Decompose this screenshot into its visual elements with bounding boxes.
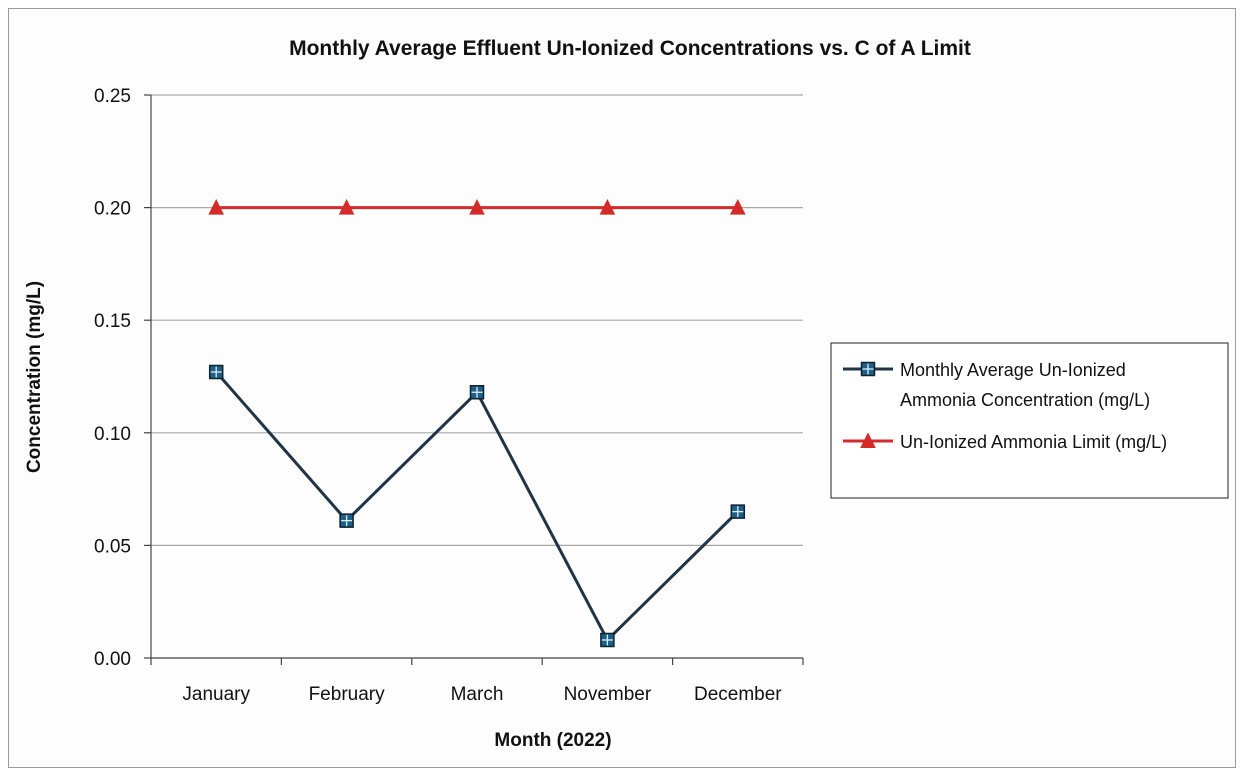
legend-label: Un-Ionized Ammonia Limit (mg/L) bbox=[900, 432, 1167, 452]
x-axis-ticks: January February March November December bbox=[150, 658, 804, 705]
legend-box bbox=[830, 342, 1229, 499]
x-tick-label: November bbox=[564, 684, 652, 705]
chart-title: Monthly Average Effluent Un-Ionized Conc… bbox=[289, 37, 971, 60]
x-axis-title: Month (2022) bbox=[494, 730, 611, 751]
x-tick-label: January bbox=[182, 684, 250, 705]
x-tick-label: February bbox=[309, 684, 386, 705]
y-tick-label: 0.20 bbox=[94, 199, 131, 220]
legend-item-1: Un-Ionized Ammonia Limit (mg/L) bbox=[843, 432, 1167, 452]
x-tick-label: March bbox=[451, 684, 504, 705]
data-series bbox=[208, 198, 746, 648]
legend-swatch-marker bbox=[860, 432, 876, 448]
series-1 bbox=[208, 198, 746, 215]
y-axis-ticks: 0.00 0.05 0.10 0.15 0.20 0.25 bbox=[94, 86, 151, 670]
data-point-1-3 bbox=[599, 198, 616, 215]
y-tick-label: 0.15 bbox=[94, 311, 131, 332]
y-tick-label: 0.10 bbox=[94, 424, 131, 445]
y-tick-label: 0.00 bbox=[94, 649, 131, 670]
legend: Monthly Average Un-Ionized Ammonia Concen… bbox=[830, 342, 1229, 499]
y-axis-title: Concentration (mg/L) bbox=[24, 281, 45, 473]
y-tick-label: 0.25 bbox=[94, 86, 131, 107]
data-point-1-0 bbox=[208, 198, 225, 215]
series-line-0 bbox=[215, 371, 739, 642]
legend-label: Ammonia Concentration (mg/L) bbox=[900, 390, 1150, 410]
x-tick-label: December bbox=[694, 684, 782, 705]
data-point-1-1 bbox=[338, 198, 355, 215]
series-0 bbox=[208, 364, 746, 648]
axes bbox=[150, 95, 803, 659]
y-tick-label: 0.05 bbox=[94, 536, 131, 557]
data-point-1-4 bbox=[729, 198, 746, 215]
legend-label: Monthly Average Un-Ionized bbox=[900, 360, 1126, 380]
gridlines bbox=[151, 94, 803, 547]
data-point-1-2 bbox=[469, 198, 485, 215]
legend-item-0: Monthly Average Un-Ionized Ammonia Concen… bbox=[843, 360, 1150, 410]
